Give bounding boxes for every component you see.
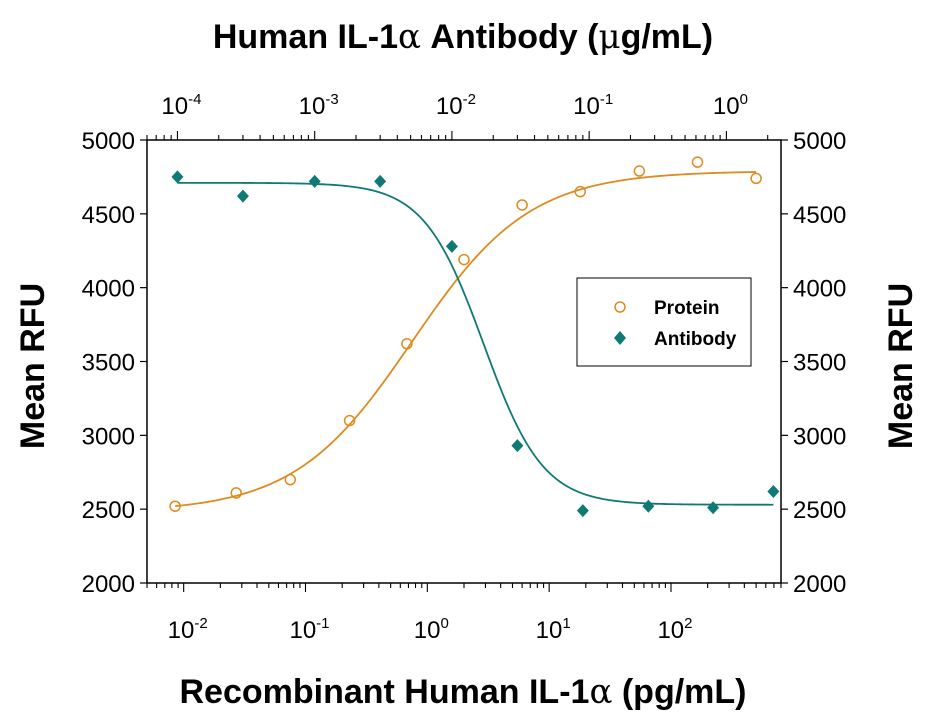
protein-point-5 [458,253,470,266]
protein-point-1 [230,487,242,499]
antibody-point-7 [642,499,655,513]
y-tick-label-right-6: 5000 [793,128,846,155]
y-tick-label-left-0: 2000 [82,571,135,598]
protein-point-10 [750,172,762,185]
legend-protein-marker [614,301,626,313]
protein-point-4 [401,338,413,350]
legend-protein-label: Protein [654,298,719,319]
legend: Protein Antibody [576,277,752,367]
protein-point-8 [633,165,646,177]
legend-antibody-marker [614,331,626,345]
y-tick-label-left-4: 4000 [82,276,135,303]
antibody-point-6 [576,504,589,518]
top-axis-title: Human IL-1α Antibody (μg/mL) [213,17,713,57]
top-tick-label-0: 10-4 [161,91,201,120]
antibody-point-1 [236,189,249,203]
top-tick-label-3: 10-1 [573,91,613,120]
right-axis-title: Mean RFU [882,283,920,449]
bottom-tick-label-1: 10-1 [289,615,329,644]
y-tick-label-left-6: 5000 [82,128,135,155]
y-tick-label-left-2: 3000 [82,423,135,450]
y-tick-label-left-1: 2500 [82,497,135,524]
protein-point-2 [284,473,297,486]
protein-point-7 [574,185,587,198]
antibody-fit-curve [177,181,774,506]
y-tick-label-right-5: 4500 [793,202,846,229]
y-tick-label-right-1: 2500 [793,497,846,524]
y-tick-label-right-0: 2000 [793,571,846,598]
bottom-axis-title: Recombinant Human IL-1α (pg/mL) [180,672,747,712]
protein-fit-curve [174,171,757,508]
bottom-tick-label-3: 101 [536,615,571,644]
antibody-point-4 [445,239,458,253]
y-tick-label-right-2: 3000 [793,423,846,450]
antibody-point-3 [374,174,387,188]
antibody-point-2 [308,174,321,188]
left-axis-title: Mean RFU [14,283,52,449]
bottom-tick-label-4: 102 [657,615,692,644]
top-tick-label-1: 10-3 [299,91,339,120]
antibody-point-8 [707,501,720,515]
protein-point-9 [691,156,704,168]
legend-antibody-label: Antibody [654,329,737,350]
protein-point-0 [169,500,181,512]
protein-point-3 [343,414,356,427]
antibody-point-0 [171,170,184,184]
bottom-tick-label-2: 100 [414,615,449,644]
protein-point-6 [516,199,528,211]
antibody-point-9 [767,484,780,498]
top-tick-label-2: 10-2 [436,91,476,120]
y-tick-label-right-4: 4000 [793,276,846,303]
legend-box [576,277,752,367]
y-tick-label-left-5: 4500 [82,202,135,229]
y-tick-label-right-3: 3500 [793,350,846,377]
antibody-point-5 [511,439,524,453]
top-tick-label-4: 100 [713,91,748,120]
y-tick-label-left-3: 3500 [82,350,135,377]
bottom-tick-label-0: 10-2 [168,615,208,644]
